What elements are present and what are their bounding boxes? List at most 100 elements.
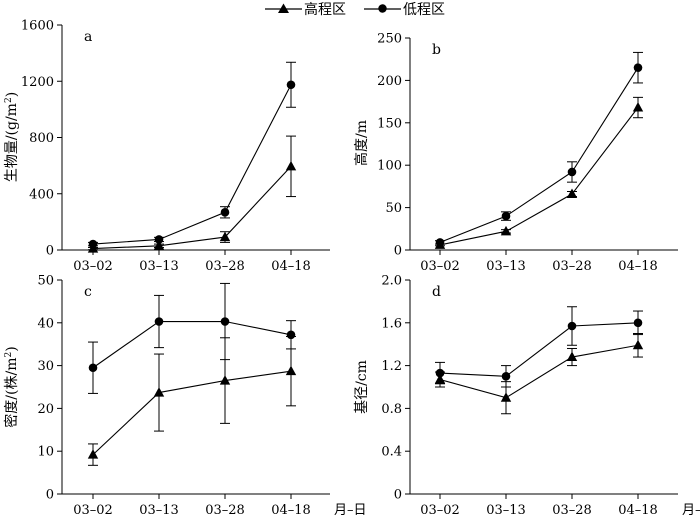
data-point-triangle [632,339,644,350]
y-tick-label: 10 [37,445,54,460]
y-tick-label: 100 [377,159,402,174]
y-axis-title-main: 密度/(株/m [3,358,20,428]
data-point-triangle [285,365,297,376]
x-tick-label: 03–28 [552,503,592,517]
panel-letter: a [84,29,92,45]
data-point-circle [154,317,164,326]
data-point-circle [567,167,577,177]
y-axis-title-main: 基径/cm [353,360,370,414]
series-line-circle [92,320,292,369]
y-axis-title-main: 高度/m [353,120,370,166]
y-tick-label: 50 [37,274,54,289]
chart-panel-c: 0 10 20 30 40 50 03–02 03–13 03–28 04–18 月–日 c 密度/(株… [3,274,367,517]
x-tick-label: 03–13 [139,503,179,517]
series-line-triangle [92,370,292,456]
data-point-circle [435,238,445,247]
x-tick-label: 03–28 [552,259,592,274]
legend-high-triangle-icon [278,3,289,13]
data-point-triangle [153,240,165,250]
chart-panel-d: 0 0.4 0.8 1.2 1.6 2.0 03–02 03–13 03–28 04–18 月–日 d… [353,274,700,517]
y-axis-title-main: 生物量/(g/m [4,103,20,182]
data-point-triangle [632,102,644,112]
y-tick-label: 400 [29,187,54,202]
y-tick-label: 200 [377,74,402,89]
y-tick-label: 150 [377,116,402,131]
x-axis-title: 月–日 [334,503,367,517]
data-point-triangle [500,225,512,236]
panel-letter: d [432,284,441,300]
data-point-circle [286,80,296,90]
y-tick-label: 2.0 [381,274,402,289]
x-tick-label: 03–13 [486,259,526,274]
data-point-circle [220,317,230,326]
series-line-triangle [92,165,292,250]
y-axis-title: 基径/cm [353,360,370,414]
y-tick-label: 0 [394,244,402,259]
y-axis-title: 生物量/(g/m2) [4,92,20,182]
x-tick-label: 03–02 [420,259,460,274]
series-line-circle [92,84,292,245]
series-line-triangle [439,107,639,246]
panel-letter: c [84,284,92,300]
data-point-triangle [566,351,578,362]
series-line-triangle [439,344,639,399]
y-axis-title-tail: ) [4,346,20,351]
data-point-circle [220,208,230,217]
y-axis-title: 密度/(株/m2) [3,346,20,427]
data-point-circle [567,321,577,331]
y-tick-label: 1200 [21,75,54,90]
x-tick-label: 03–13 [486,503,526,517]
y-tick-label: 0 [46,244,54,259]
legend-high-label: 高程区 [304,1,346,18]
data-point-circle [501,372,511,381]
y-tick-label: 0 [46,488,54,503]
data-point-triangle [219,375,231,385]
data-point-triangle [285,160,297,171]
data-point-triangle [87,449,99,459]
data-point-circle [154,235,164,244]
y-tick-label: 0.4 [381,445,402,460]
chart-panel-a: 0 400 800 1200 1600 03–02 03–13 03–28 04–18 a 生物量/… [4,19,330,274]
y-axis-title-superscript: 2 [4,97,14,103]
panel-letter: b [432,42,441,58]
data-point-circle [286,330,296,340]
chart-panel-b: 0 50 100 150 200 250 03–02 03–13 03–28 04–18 b 高度/m [353,32,678,274]
legend-low-label: 低程区 [403,2,445,18]
series-line-circle [439,322,639,377]
y-tick-label: 20 [37,402,54,417]
x-axis-title: 月–日 [682,503,700,517]
legend: 高程区 低程区 [265,1,445,18]
data-point-circle [88,239,98,249]
data-point-circle [633,318,643,328]
data-point-triangle [566,188,578,199]
y-axis-title-tail: ) [4,92,20,97]
x-tick-label: 03–28 [205,503,245,517]
legend-low-circle-icon [378,4,387,13]
x-tick-label: 03–02 [73,259,113,274]
y-tick-label: 250 [377,32,402,47]
y-tick-label: 1.6 [381,316,402,331]
y-tick-label: 50 [385,201,402,216]
data-point-circle [633,63,643,72]
y-tick-label: 0 [394,488,402,503]
y-tick-label: 30 [37,359,54,374]
data-point-triangle [219,231,231,242]
x-tick-label: 04–18 [618,259,658,274]
x-tick-label: 04–18 [618,503,658,517]
data-point-triangle [153,387,165,397]
y-tick-label: 40 [37,316,54,331]
data-point-circle [435,368,445,378]
x-tick-label: 03–02 [73,503,113,517]
data-point-triangle [500,392,512,402]
series-line-circle [439,67,639,243]
y-tick-label: 1.2 [381,359,402,374]
data-point-circle [88,363,98,373]
y-axis-title: 高度/m [353,120,370,166]
x-tick-label: 03–02 [420,503,460,517]
x-tick-label: 04–18 [271,259,311,274]
data-point-circle [501,211,511,221]
x-tick-label: 04–18 [271,503,311,517]
x-tick-label: 03–28 [205,259,245,274]
